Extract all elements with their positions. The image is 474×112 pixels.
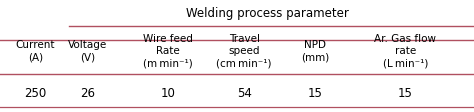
Text: Travel
speed
(cm min⁻¹): Travel speed (cm min⁻¹) [216, 34, 272, 68]
Text: 15: 15 [398, 86, 413, 99]
Text: 26: 26 [80, 86, 95, 99]
Text: Voltage
(V): Voltage (V) [68, 40, 107, 62]
Text: 15: 15 [308, 86, 323, 99]
Text: Ar. Gas flow
rate
(L min⁻¹): Ar. Gas flow rate (L min⁻¹) [374, 34, 436, 68]
Text: Current
(A): Current (A) [16, 40, 55, 62]
Text: Welding process parameter: Welding process parameter [186, 7, 349, 20]
Text: 250: 250 [25, 86, 46, 99]
Text: 54: 54 [237, 86, 252, 99]
Text: 10: 10 [161, 86, 176, 99]
Text: NPD
(mm): NPD (mm) [301, 40, 329, 62]
Text: Wire feed
Rate
(m min⁻¹): Wire feed Rate (m min⁻¹) [143, 34, 193, 68]
